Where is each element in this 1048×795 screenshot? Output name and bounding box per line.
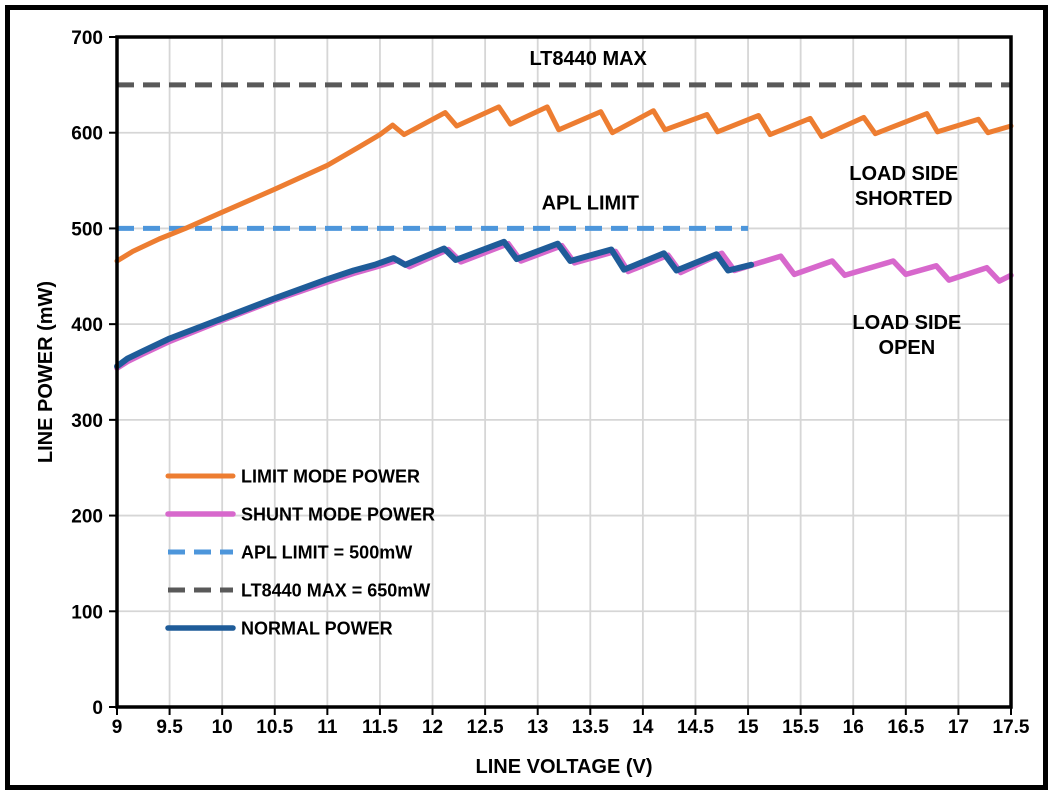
y-tick-label: 400 xyxy=(71,315,103,336)
plot-border xyxy=(115,35,1013,709)
series-line-normal-power xyxy=(114,238,755,370)
load-side-open-label: OPEN xyxy=(879,337,936,359)
x-tick-label: 14 xyxy=(632,717,654,738)
y-tick-label: 100 xyxy=(71,602,103,623)
x-tick-label: 11 xyxy=(317,717,338,738)
legend: LIMIT MODE POWER SHUNT MODE POWER APL LIMI… xyxy=(165,467,435,639)
x-tick-label: 9 xyxy=(112,717,123,738)
legend-label: NORMAL POWER xyxy=(241,619,393,639)
gridlines xyxy=(116,36,1012,708)
y-tick-label: 0 xyxy=(92,698,103,719)
series-group xyxy=(114,82,1014,371)
x-tick-label: 10 xyxy=(212,717,233,738)
x-tick-label: 16 xyxy=(843,717,864,738)
x-tick-label: 17 xyxy=(948,717,969,738)
y-tick-label: 500 xyxy=(71,219,103,240)
x-tick-label: 13 xyxy=(527,717,548,738)
legend-label: LIMIT MODE POWER xyxy=(241,467,420,487)
x-tick-label: 14.5 xyxy=(677,717,714,738)
x-tick-label: 16.5 xyxy=(887,717,924,738)
x-tick-label: 15.5 xyxy=(782,717,819,738)
annotations: LT8440 MAX APL LIMIT LOAD SIDE SHORTED LOAD … xyxy=(529,48,961,359)
x-tick-label: 10.5 xyxy=(256,717,293,738)
x-tick-label: 13.5 xyxy=(572,717,609,738)
x-tick-label: 15 xyxy=(737,717,759,738)
x-tick-label: 12.5 xyxy=(467,717,504,738)
x-tick-label: 17.5 xyxy=(993,717,1030,738)
load-side-shorted-label: LOAD SIDE xyxy=(849,163,958,185)
y-axis-title: LINE POWER (mW) xyxy=(35,281,57,463)
tick-labels: 9 9.5 10 10.5 11 11.5 12 12.5 13 13.5 14 14.5 15 15.5… xyxy=(71,28,1030,738)
legend-label: APL LIMIT = 500mW xyxy=(241,543,412,563)
load-side-open-label: LOAD SIDE xyxy=(852,312,961,334)
y-tick-label: 700 xyxy=(71,28,103,49)
series-line-limit-mode-power xyxy=(114,104,1014,264)
lt8440-max-label: LT8440 MAX xyxy=(529,48,647,70)
chart-canvas: 9 9.5 10 10.5 11 11.5 12 12.5 13 13.5 14 14.5 15 15.5… xyxy=(35,28,1030,778)
x-tick-label: 11.5 xyxy=(362,717,398,738)
y-tick-label: 200 xyxy=(71,507,103,528)
x-tick-label: 9.5 xyxy=(156,717,183,738)
axis-ticks xyxy=(109,36,1012,715)
y-tick-label: 300 xyxy=(71,411,103,432)
x-axis-title: LINE VOLTAGE (V) xyxy=(475,756,652,778)
load-side-shorted-label: SHORTED xyxy=(855,188,953,210)
figure-frame: 9 9.5 10 10.5 11 11.5 12 12.5 13 13.5 14 14.5 15 15.5… xyxy=(5,5,1048,790)
legend-label: SHUNT MODE POWER xyxy=(241,505,435,525)
x-tick-label: 12 xyxy=(422,717,443,738)
apl-limit-label: APL LIMIT xyxy=(542,193,639,215)
legend-label: LT8440 MAX = 650mW xyxy=(241,581,430,601)
y-tick-label: 600 xyxy=(71,124,103,145)
